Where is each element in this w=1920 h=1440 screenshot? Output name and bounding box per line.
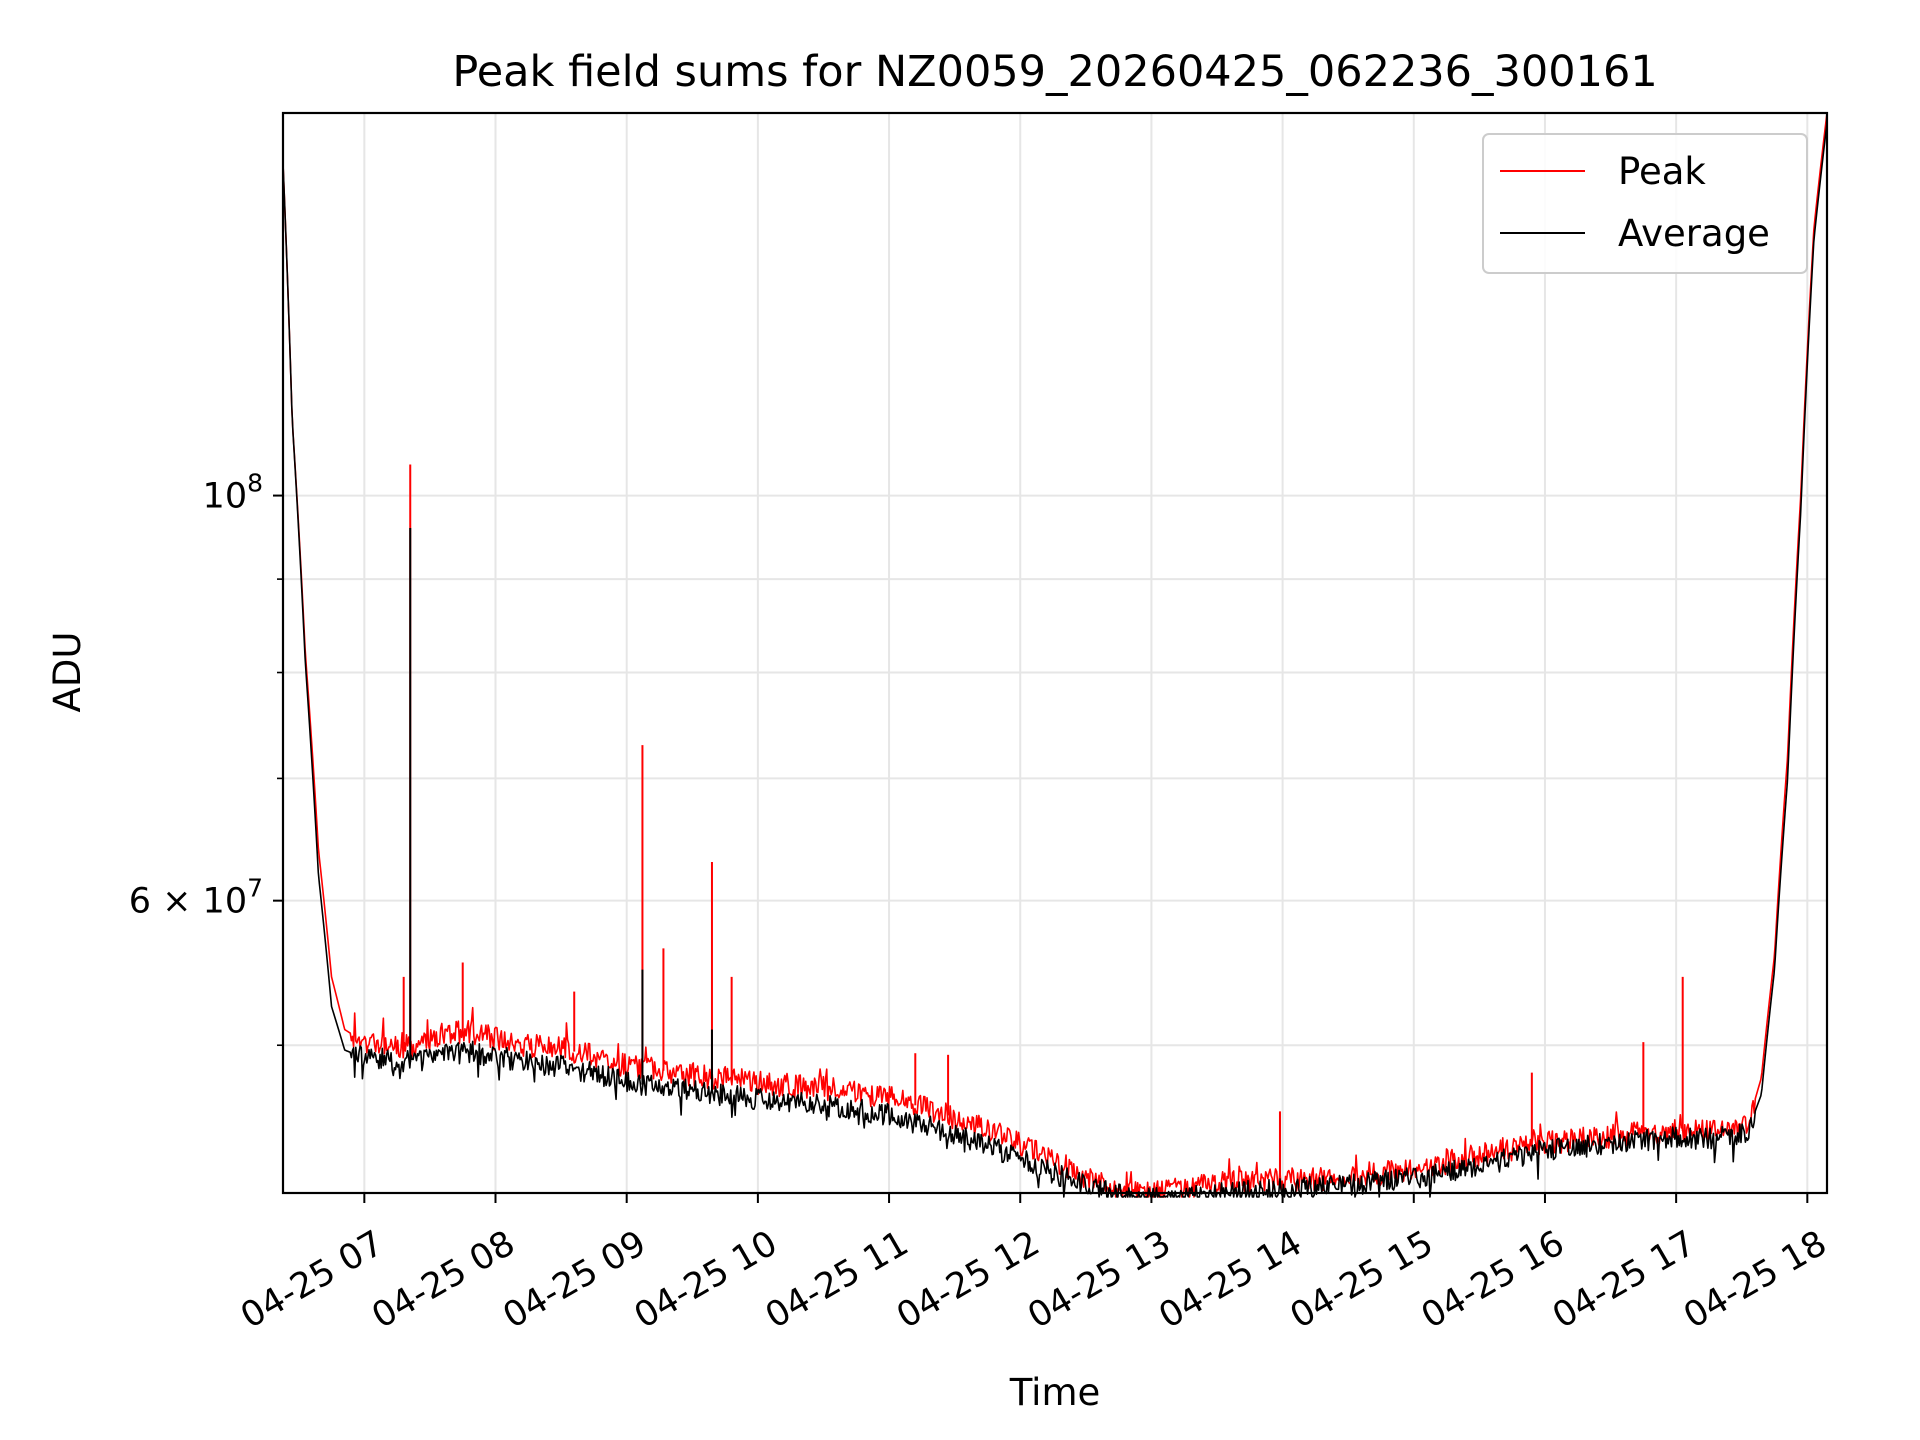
y-tick-label: 6 × 107 bbox=[129, 874, 263, 922]
y-axis-label: ADU bbox=[46, 632, 89, 713]
legend-peak-label: Peak bbox=[1618, 150, 1706, 193]
series-layer bbox=[282, 112, 1828, 1198]
legend: Peak Average bbox=[1482, 133, 1808, 274]
chart-title: Peak field sums for NZ0059_20260425_0622… bbox=[452, 47, 1657, 97]
plot-area-frame bbox=[281, 111, 1829, 1195]
series-average-line bbox=[282, 122, 1828, 1198]
legend-average-label: Average bbox=[1618, 212, 1770, 255]
grid-layer bbox=[283, 113, 1827, 1193]
y-tick-label: 108 bbox=[203, 469, 263, 517]
legend-frame bbox=[1482, 133, 1808, 274]
x-axis-label: Time bbox=[1009, 1371, 1101, 1414]
